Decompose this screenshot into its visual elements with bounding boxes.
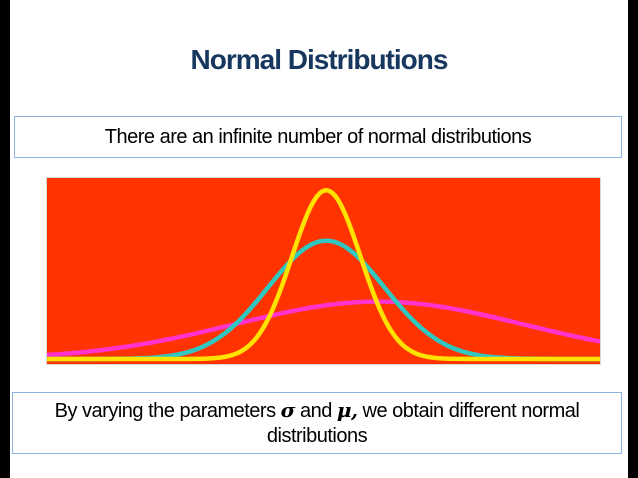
distributions-chart	[46, 177, 601, 365]
mu-symbol: μ,	[336, 397, 358, 422]
statement-box: There are an infinite number of normal d…	[14, 116, 622, 158]
curve-wide-magenta	[47, 299, 600, 358]
caption-mid: and	[294, 399, 337, 422]
curve-narrow-yellow	[47, 187, 600, 362]
statement-text: There are an infinite number of normal d…	[104, 125, 532, 148]
caption-prefix: By varying the parameters	[54, 399, 281, 422]
slide-title: Normal Distributions	[190, 44, 449, 75]
normal-curves-svg	[47, 187, 600, 362]
curve-medium-teal	[47, 238, 600, 362]
caption-text: By varying the parameters σ and μ, we ob…	[23, 398, 611, 449]
caption-suffix: we obtain different normal distributions	[266, 399, 580, 447]
presentation-slide: Normal Distributions There are an infini…	[10, 0, 628, 478]
caption-box: By varying the parameters σ and μ, we ob…	[12, 392, 622, 454]
sigma-symbol: σ	[280, 397, 296, 422]
